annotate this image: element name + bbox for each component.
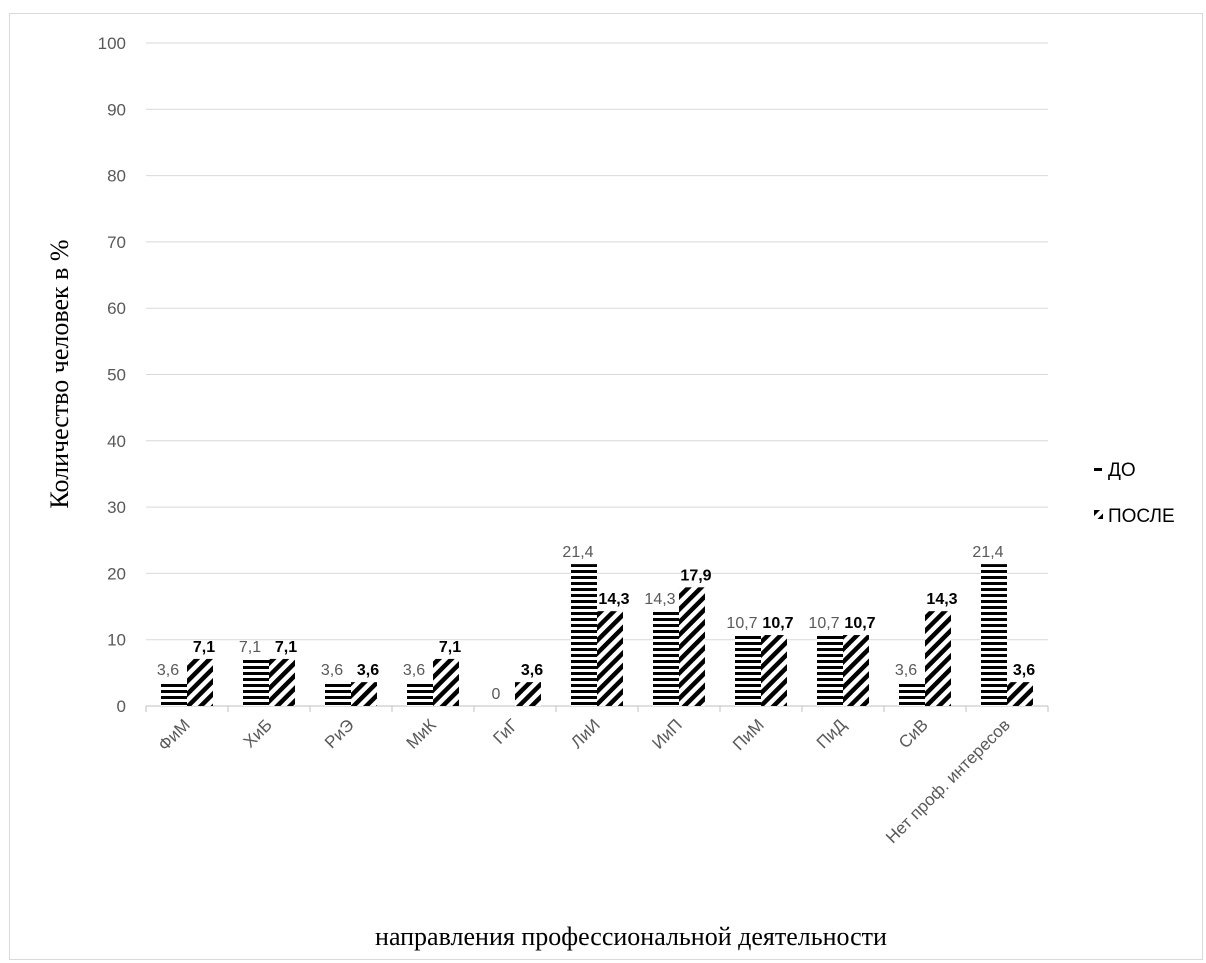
bar-before [325, 682, 351, 706]
legend-item-after: ПОСЛЕ [1094, 506, 1175, 527]
bar-after [843, 635, 869, 706]
x-tick-label: ГиГ [489, 715, 521, 747]
bar-before [735, 635, 761, 706]
x-tick-label: ПиД [813, 715, 850, 752]
x-tick-label: СиВ [895, 715, 932, 752]
data-label-before: 3,6 [895, 662, 917, 679]
x-tick-label: ФиМ [155, 715, 194, 754]
y-tick-label: 70 [107, 233, 126, 252]
y-axis-ticks: 0 10 20 30 40 50 60 70 80 90 100 [98, 34, 126, 716]
bar-after [761, 635, 787, 706]
data-label-before: 7,1 [239, 639, 261, 656]
data-label-before: 21,4 [562, 544, 593, 561]
data-label-after: 10,7 [844, 615, 875, 632]
y-tick-label: 0 [117, 697, 126, 716]
y-tick-label: 60 [107, 299, 126, 318]
data-label-before: 3,6 [157, 662, 179, 679]
data-label-after: 10,7 [762, 615, 793, 632]
legend: ДО ПОСЛЕ [1094, 460, 1175, 527]
legend-swatch-after [1094, 510, 1103, 519]
data-label-after: 17,9 [680, 567, 711, 584]
bar-before [653, 611, 679, 706]
bar-before [243, 658, 269, 706]
x-tick-label: ПиМ [729, 715, 768, 754]
bars [161, 564, 1033, 706]
data-label-after: 7,1 [275, 639, 297, 656]
bar-after [925, 611, 951, 706]
data-label-after: 3,6 [1013, 662, 1035, 679]
bar-after [187, 658, 213, 706]
data-label-after: 14,3 [926, 591, 957, 608]
data-label-after: 3,6 [521, 662, 543, 679]
y-tick-label: 80 [107, 167, 126, 186]
bar-after [1007, 682, 1033, 706]
data-label-after: 14,3 [598, 591, 629, 608]
bar-before [571, 564, 597, 706]
bar-before [899, 682, 925, 706]
x-tick-label: ИиП [648, 715, 685, 752]
x-tick-label: ХиБ [240, 715, 276, 751]
data-label-before: 0 [492, 686, 501, 703]
bar-after [679, 587, 705, 706]
data-label-after: 3,6 [357, 662, 379, 679]
x-tick-label: ЛиИ [567, 715, 604, 752]
data-labels: 3,6 7,1 7,1 7,1 3,6 3,6 3,6 7,1 0 3,6 21,4 14,3 14,3… [157, 544, 1035, 703]
y-tick-label: 20 [107, 564, 126, 583]
y-tick-label: 50 [107, 366, 126, 385]
data-label-after: 7,1 [439, 639, 461, 656]
bar-after [433, 658, 459, 706]
data-label-after: 7,1 [193, 639, 215, 656]
y-tick-label: 30 [107, 498, 126, 517]
bar-after [351, 682, 377, 706]
bar-after [269, 658, 295, 706]
y-axis-title: Количество человек в % [45, 239, 74, 508]
y-tick-label: 10 [107, 631, 126, 650]
data-label-before: 3,6 [321, 662, 343, 679]
bar-after [515, 682, 541, 706]
y-tick-label: 90 [107, 100, 126, 119]
legend-swatch-before [1094, 465, 1102, 473]
bar-after [597, 611, 623, 706]
x-axis-title: направления профессиональной деятельност… [375, 922, 887, 951]
x-tick-label: МиК [403, 715, 440, 752]
chart-frame [9, 13, 1203, 960]
x-tick-label: РиЭ [321, 715, 358, 752]
data-label-before: 3,6 [403, 662, 425, 679]
y-tick-label: 100 [98, 34, 126, 53]
bar-before [817, 635, 843, 706]
legend-label-after: ПОСЛЕ [1108, 506, 1175, 527]
data-label-before: 10,7 [808, 615, 839, 632]
data-label-before: 21,4 [972, 544, 1003, 561]
legend-item-before: ДО [1094, 460, 1136, 481]
bar-before [407, 682, 433, 706]
data-label-before: 14,3 [644, 591, 675, 608]
bar-before [981, 564, 1007, 706]
legend-label-before: ДО [1108, 460, 1136, 481]
data-label-before: 10,7 [726, 615, 757, 632]
gridlines [146, 42, 1048, 707]
bar-before [161, 682, 187, 706]
y-tick-label: 40 [107, 432, 126, 451]
